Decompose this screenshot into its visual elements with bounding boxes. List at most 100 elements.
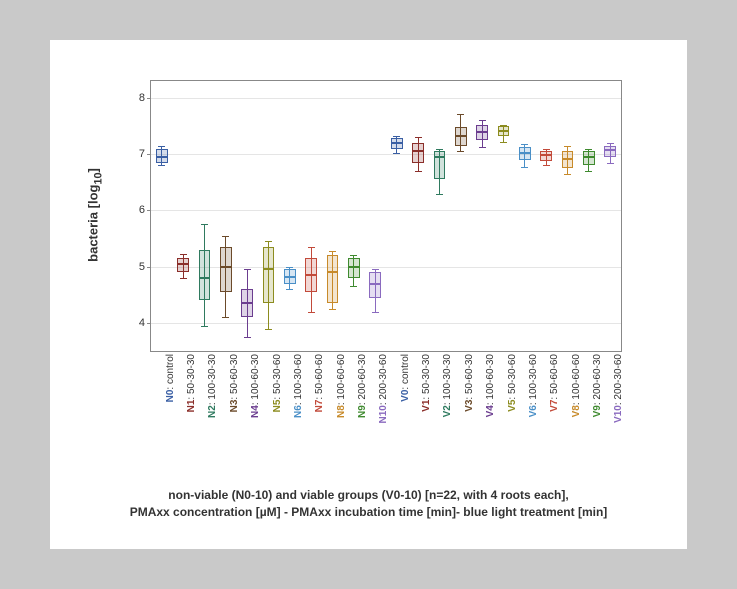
box xyxy=(583,151,595,165)
median xyxy=(583,156,595,158)
whisker-cap xyxy=(393,153,400,154)
whisker-cap xyxy=(350,286,357,287)
median xyxy=(199,277,211,279)
whisker-cap xyxy=(329,251,336,252)
whisker-cap xyxy=(350,255,357,256)
boxplot-chart: 45678 xyxy=(150,80,622,352)
box xyxy=(327,255,339,303)
caption-line2: PMAxx concentration [µM] - PMAxx incubat… xyxy=(130,505,608,519)
whisker-cap xyxy=(329,309,336,310)
ytick-label: 4 xyxy=(139,317,151,329)
median xyxy=(241,302,253,304)
median xyxy=(220,266,232,268)
x-axis-label: V7: 50-60-60 xyxy=(549,354,560,412)
whisker-cap xyxy=(201,326,208,327)
gridline xyxy=(151,98,621,99)
whisker-cap xyxy=(286,289,293,290)
whisker-cap xyxy=(180,254,187,255)
ytick-label: 6 xyxy=(139,204,151,216)
median xyxy=(434,156,446,158)
x-axis-label: N1: 50-30-30 xyxy=(186,354,197,412)
ytick-label: 7 xyxy=(139,148,151,160)
median xyxy=(498,130,510,132)
median xyxy=(327,271,339,273)
whisker-cap xyxy=(308,312,315,313)
caption-line1: non-viable (N0-10) and viable groups (V0… xyxy=(168,488,568,502)
ytick-label: 5 xyxy=(139,261,151,273)
chart-caption: non-viable (N0-10) and viable groups (V0… xyxy=(50,487,687,521)
whisker-cap xyxy=(393,136,400,137)
median xyxy=(519,152,531,154)
whisker-cap xyxy=(372,312,379,313)
box xyxy=(562,151,574,168)
x-axis-labels: N0: controlN1: 50-30-30N2: 100-30-30N3: … xyxy=(150,354,620,474)
gridline xyxy=(151,323,621,324)
box xyxy=(369,272,381,297)
whisker-cap xyxy=(158,165,165,166)
box xyxy=(348,258,360,278)
x-axis-label: V5: 50-30-60 xyxy=(507,354,518,412)
x-axis-label: N3: 50-60-30 xyxy=(229,354,240,412)
median xyxy=(156,156,168,158)
median xyxy=(284,276,296,278)
whisker-cap xyxy=(521,144,528,145)
whisker-cap xyxy=(180,278,187,279)
whisker-cap xyxy=(564,146,571,147)
whisker-cap xyxy=(521,167,528,168)
box xyxy=(263,247,275,303)
x-axis-label: V0: control xyxy=(400,354,411,402)
median xyxy=(476,131,488,133)
x-axis-label: N2: 100-30-30 xyxy=(207,354,218,418)
y-axis-label: bacteria [log10] xyxy=(86,168,105,262)
whisker-cap xyxy=(436,194,443,195)
box xyxy=(220,247,232,292)
whisker-cap xyxy=(457,114,464,115)
median xyxy=(369,283,381,285)
median xyxy=(391,142,403,144)
whisker-cap xyxy=(265,329,272,330)
whisker-cap xyxy=(457,151,464,152)
x-axis-label: N10: 200-30-60 xyxy=(378,354,389,424)
whisker-cap xyxy=(585,149,592,150)
whisker-cap xyxy=(372,269,379,270)
x-axis-label: V4: 100-60-30 xyxy=(485,354,496,417)
x-axis-label: V10: 200-30-60 xyxy=(613,354,624,423)
x-axis-label: V3: 50-60-30 xyxy=(464,354,475,412)
whisker-cap xyxy=(308,247,315,248)
whisker-cap xyxy=(415,171,422,172)
median xyxy=(604,149,616,151)
x-axis-label: N6: 100-30-60 xyxy=(293,354,304,418)
box xyxy=(604,146,616,157)
whisker-cap xyxy=(286,267,293,268)
outer-frame: bacteria [log10] 45678 N0: controlN1: 50… xyxy=(0,0,737,589)
gridline xyxy=(151,210,621,211)
median xyxy=(412,150,424,152)
x-axis-label: V9: 200-60-30 xyxy=(592,354,603,417)
median xyxy=(562,158,574,160)
box xyxy=(412,143,424,163)
whisker-cap xyxy=(607,143,614,144)
whisker-cap xyxy=(265,241,272,242)
whisker-cap xyxy=(201,224,208,225)
median xyxy=(177,263,189,265)
figure-panel: bacteria [log10] 45678 N0: controlN1: 50… xyxy=(50,40,687,549)
whisker-cap xyxy=(158,146,165,147)
x-axis-label: N9: 200-60-30 xyxy=(357,354,368,418)
whisker-cap xyxy=(585,171,592,172)
median xyxy=(263,268,275,270)
whisker-cap xyxy=(500,142,507,143)
x-axis-label: N5: 50-30-60 xyxy=(272,354,283,412)
median xyxy=(305,274,317,276)
whisker-cap xyxy=(479,147,486,148)
whisker-cap xyxy=(607,163,614,164)
x-axis-label: N7: 50-60-60 xyxy=(314,354,325,412)
whisker-cap xyxy=(564,174,571,175)
whisker-cap xyxy=(479,120,486,121)
whisker-cap xyxy=(543,149,550,150)
x-axis-label: N8: 100-60-60 xyxy=(336,354,347,418)
x-axis-label: V8: 100-60-60 xyxy=(571,354,582,417)
whisker-cap xyxy=(222,317,229,318)
whisker-cap xyxy=(415,137,422,138)
box xyxy=(177,258,189,272)
whisker-cap xyxy=(436,149,443,150)
